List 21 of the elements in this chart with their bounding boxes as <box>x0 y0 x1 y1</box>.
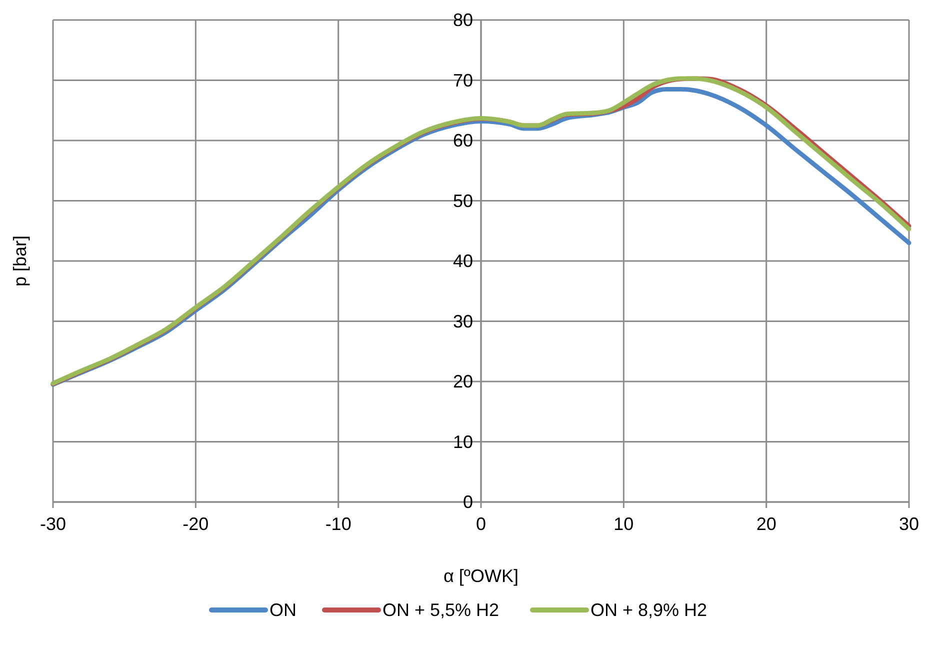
y-tick-label: 50 <box>452 190 473 211</box>
y-tick-label: 80 <box>452 10 473 30</box>
legend-label: ON <box>270 600 296 620</box>
y-tick-label: 30 <box>452 311 473 332</box>
x-tick-label: 20 <box>756 514 776 534</box>
x-tick-label: 10 <box>614 514 634 534</box>
y-axis-title: p [bar] <box>10 235 30 287</box>
y-tick-label: 70 <box>452 70 473 90</box>
x-tick-label: -20 <box>182 514 209 534</box>
x-axis-title: α [ºOWK] <box>444 566 518 586</box>
legend-label: ON + 8,9% H2 <box>590 600 708 620</box>
x-tick-label: 30 <box>898 514 920 534</box>
x-tick-label: 0 <box>476 514 486 534</box>
y-tick-label: 20 <box>452 372 473 392</box>
legend-label: ON + 5,5% H2 <box>382 600 500 620</box>
x-tick-label: -10 <box>325 514 352 534</box>
y-tick-label: 40 <box>452 251 473 271</box>
y-tick-label: 0 <box>462 492 473 512</box>
x-tick-label: -30 <box>40 514 66 534</box>
y-tick-label: 10 <box>452 432 473 452</box>
y-tick-label: 60 <box>452 130 473 150</box>
